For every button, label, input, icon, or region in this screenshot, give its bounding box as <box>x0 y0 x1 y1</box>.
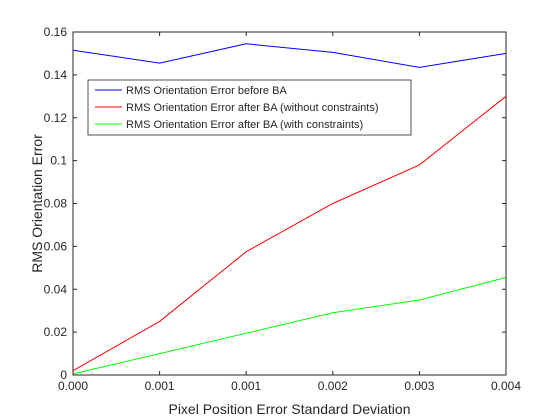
y-tick-label: 0 <box>60 368 67 382</box>
legend-box <box>87 79 412 136</box>
legend: RMS Orientation Error before BA RMS Orien… <box>87 79 412 136</box>
y-axis-label: RMS Orientation Error <box>29 134 45 273</box>
series-line-1 <box>72 43 507 68</box>
x-tick-label: 0.000 <box>58 379 88 393</box>
y-tick-label: 0.08 <box>44 197 68 211</box>
series-line-3 <box>72 277 507 375</box>
x-tick-label: 0.004 <box>491 379 521 393</box>
y-tick-label: 0.14 <box>44 68 68 82</box>
legend-items: RMS Orientation Error before BA RMS Orien… <box>95 85 378 131</box>
y-tick-label: 0.1 <box>50 154 67 168</box>
x-axis-ticks: 0.000 0.001 0.001 0.002 0.003 0.004 <box>58 32 521 393</box>
x-axis-label: Pixel Position Error Standard Deviation <box>168 401 410 417</box>
series-layer <box>72 43 507 375</box>
y-tick-label: 0.12 <box>44 111 68 125</box>
series-line-2 <box>72 95 507 372</box>
y-tick-label: 0.02 <box>44 325 68 339</box>
legend-label-3: RMS Orientation Error after BA (with con… <box>126 119 363 131</box>
y-axis-ticks: 0 0.02 0.04 0.06 0.08 0.1 0.12 0.14 0.16 <box>44 25 506 382</box>
legend-label-1: RMS Orientation Error before BA <box>126 85 287 97</box>
legend-label-2: RMS Orientation Error after BA (without … <box>126 102 378 114</box>
y-tick-label: 0.06 <box>44 239 68 253</box>
x-tick-label: 0.003 <box>404 379 434 393</box>
y-tick-label: 0.04 <box>44 282 68 296</box>
x-tick-label: 0.001 <box>231 379 261 393</box>
x-tick-label: 0.001 <box>145 379 175 393</box>
x-tick-label: 0.002 <box>318 379 348 393</box>
y-tick-label: 0.16 <box>44 25 68 39</box>
